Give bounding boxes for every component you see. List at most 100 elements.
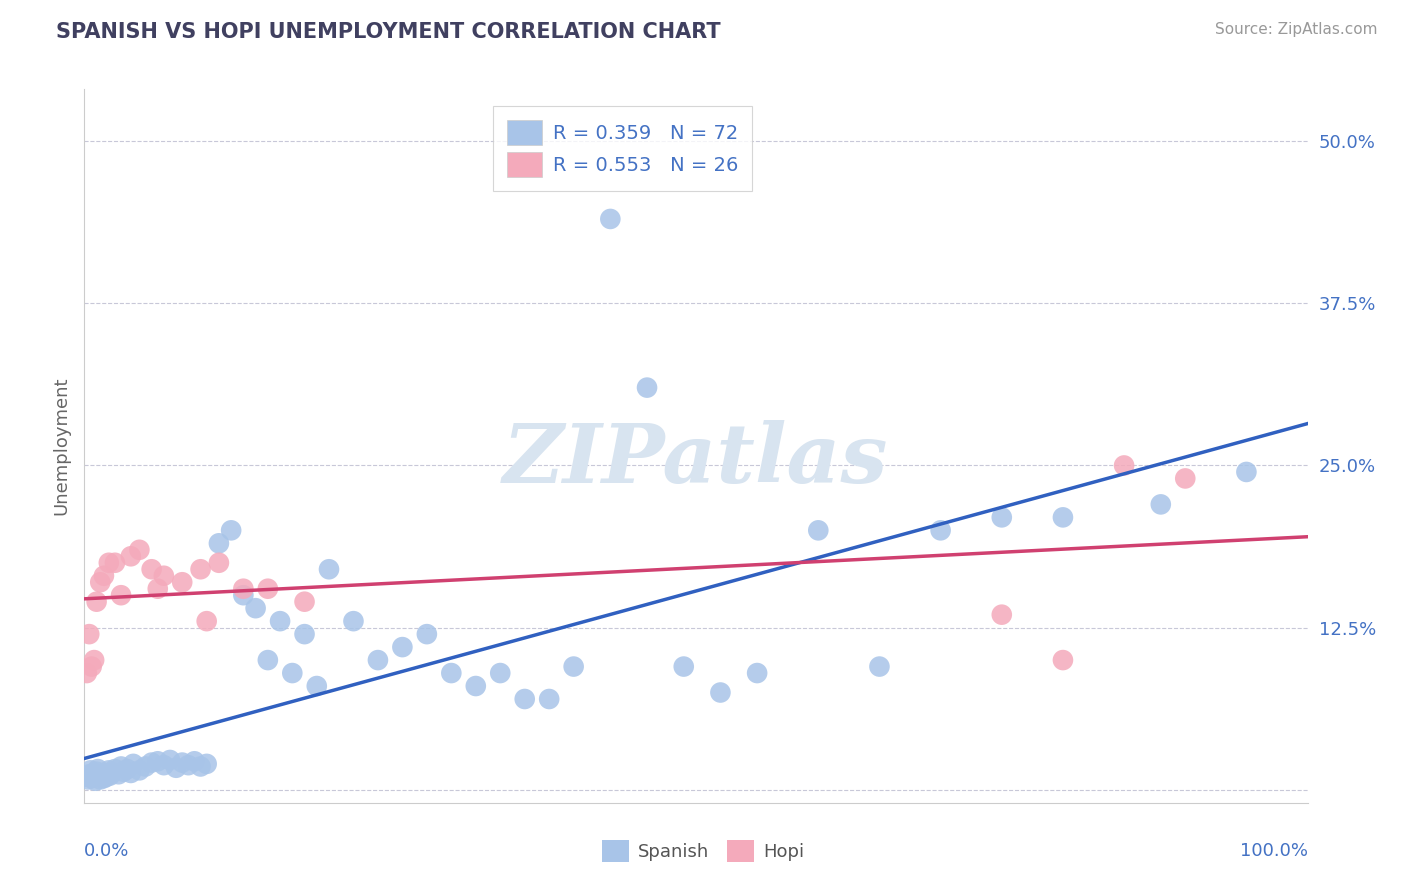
Point: [165, 761, 187, 775]
Text: 100.0%: 100.0%: [1240, 842, 1308, 860]
Point: [257, 653, 280, 667]
Point: [183, 754, 205, 768]
Point: [281, 666, 304, 681]
Point: [990, 510, 1012, 524]
Point: [93, 771, 115, 785]
Point: [177, 758, 200, 772]
Point: [294, 627, 316, 641]
Point: [122, 756, 145, 771]
Point: [195, 756, 218, 771]
Point: [76, 770, 98, 784]
Point: [96, 770, 118, 784]
Point: [100, 766, 122, 780]
Point: [120, 549, 142, 564]
Point: [172, 575, 194, 590]
Y-axis label: Unemployment: Unemployment: [52, 376, 70, 516]
Point: [141, 756, 163, 770]
Point: [80, 771, 103, 785]
Point: [104, 762, 127, 776]
Point: [83, 653, 105, 667]
Point: [709, 685, 731, 699]
Point: [87, 762, 110, 776]
Point: [153, 568, 176, 582]
Legend: R = 0.359   N = 72, R = 0.553   N = 26: R = 0.359 N = 72, R = 0.553 N = 26: [494, 106, 752, 191]
Point: [929, 524, 952, 538]
Point: [1114, 458, 1136, 473]
Point: [636, 381, 658, 395]
Text: Source: ZipAtlas.com: Source: ZipAtlas.com: [1215, 22, 1378, 37]
Point: [87, 770, 110, 784]
Legend: Spanish, Hopi: Spanish, Hopi: [595, 833, 811, 870]
Point: [89, 575, 111, 590]
Point: [232, 582, 254, 596]
Point: [464, 679, 486, 693]
Point: [93, 568, 115, 582]
Point: [672, 659, 695, 673]
Point: [208, 536, 231, 550]
Point: [305, 679, 328, 693]
Point: [135, 759, 157, 773]
Point: [112, 764, 135, 779]
Point: [141, 562, 163, 576]
Point: [83, 766, 105, 780]
Point: [77, 772, 100, 787]
Point: [77, 627, 100, 641]
Point: [91, 768, 114, 782]
Point: [82, 768, 104, 782]
Point: [107, 767, 129, 781]
Point: [159, 753, 181, 767]
Point: [190, 759, 212, 773]
Point: [86, 764, 108, 779]
Point: [146, 754, 169, 768]
Point: [190, 562, 212, 576]
Point: [89, 772, 111, 787]
Point: [94, 766, 117, 780]
Point: [807, 524, 830, 538]
Point: [869, 659, 891, 673]
Point: [294, 595, 316, 609]
Point: [1174, 471, 1197, 485]
Point: [219, 524, 242, 538]
Point: [440, 666, 463, 681]
Point: [318, 562, 340, 576]
Point: [115, 762, 138, 776]
Point: [98, 768, 121, 782]
Point: [97, 764, 120, 778]
Point: [80, 659, 103, 673]
Point: [104, 556, 127, 570]
Point: [245, 601, 267, 615]
Point: [342, 614, 364, 628]
Point: [195, 614, 218, 628]
Point: [128, 764, 150, 778]
Point: [269, 614, 291, 628]
Point: [257, 582, 280, 596]
Point: [86, 595, 108, 609]
Point: [538, 692, 561, 706]
Point: [76, 666, 98, 681]
Point: [1234, 465, 1257, 479]
Point: [97, 556, 120, 570]
Point: [562, 659, 585, 673]
Point: [489, 666, 512, 681]
Point: [1052, 653, 1074, 667]
Point: [232, 588, 254, 602]
Point: [747, 666, 769, 681]
Point: [990, 607, 1012, 622]
Point: [84, 773, 107, 788]
Point: [90, 767, 112, 781]
Text: ZIPatlas: ZIPatlas: [503, 420, 889, 500]
Point: [1150, 497, 1173, 511]
Point: [79, 764, 101, 778]
Point: [416, 627, 439, 641]
Point: [208, 556, 231, 570]
Point: [120, 766, 142, 780]
Point: [391, 640, 413, 654]
Point: [1052, 510, 1074, 524]
Point: [110, 759, 132, 773]
Point: [146, 582, 169, 596]
Point: [128, 542, 150, 557]
Point: [97, 767, 120, 781]
Point: [367, 653, 389, 667]
Point: [513, 692, 536, 706]
Point: [153, 758, 176, 772]
